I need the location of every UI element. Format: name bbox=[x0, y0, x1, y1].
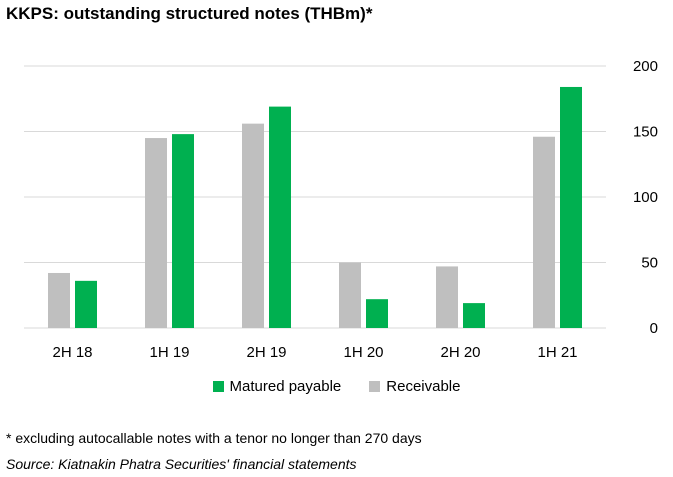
bar-matured-payable bbox=[366, 299, 388, 328]
y-tick-label: 200 bbox=[633, 58, 658, 75]
x-tick-label: 1H 19 bbox=[149, 344, 189, 361]
source-note: Source: Kiatnakin Phatra Securities' fin… bbox=[6, 456, 357, 472]
x-tick-label: 2H 19 bbox=[246, 344, 286, 361]
legend-label-receivable: Receivable bbox=[386, 378, 461, 395]
bar-matured-payable bbox=[172, 134, 194, 328]
bar-receivable bbox=[242, 123, 264, 328]
y-tick-label: 100 bbox=[633, 189, 658, 206]
chart-title: KKPS: outstanding structured notes (THBm… bbox=[6, 4, 373, 23]
bar-matured-payable bbox=[269, 106, 291, 328]
bar-matured-payable bbox=[463, 303, 485, 328]
y-tick-label: 0 bbox=[650, 320, 658, 337]
bar-receivable bbox=[533, 136, 555, 328]
gridlines bbox=[24, 65, 606, 329]
legend-label-matured-payable: Matured payable bbox=[229, 378, 342, 395]
x-tick-label: 2H 18 bbox=[52, 344, 92, 361]
legend: Matured payable Receivable bbox=[0, 378, 673, 395]
x-axis-ticks: 2H 18 1H 19 2H 19 1H 20 2H 20 1H 21 bbox=[52, 344, 577, 361]
legend-swatch-receivable bbox=[369, 381, 381, 392]
bars bbox=[48, 86, 582, 329]
y-tick-label: 50 bbox=[641, 255, 658, 272]
legend-item-matured-payable: Matured payable bbox=[212, 378, 342, 395]
bar-receivable bbox=[48, 272, 70, 328]
legend-swatch-matured-payable bbox=[212, 381, 224, 392]
legend-item-receivable: Receivable bbox=[369, 378, 460, 395]
y-axis-ticks: 0 50 100 150 200 bbox=[633, 58, 658, 337]
bar-matured-payable bbox=[75, 280, 97, 328]
bar-receivable bbox=[145, 138, 167, 328]
x-tick-label: 2H 20 bbox=[440, 344, 480, 361]
footnote: * excluding autocallable notes with a te… bbox=[6, 430, 422, 446]
bar-chart: 0 50 100 150 200 2H 18 1H 19 2H 19 1H 20 2H 20 1H… bbox=[24, 58, 658, 361]
y-tick-label: 150 bbox=[633, 124, 658, 141]
bar-matured-payable bbox=[560, 86, 582, 329]
x-tick-label: 1H 20 bbox=[343, 344, 383, 361]
x-tick-label: 1H 21 bbox=[537, 344, 577, 361]
bar-receivable bbox=[436, 266, 458, 328]
bar-receivable bbox=[339, 262, 361, 328]
